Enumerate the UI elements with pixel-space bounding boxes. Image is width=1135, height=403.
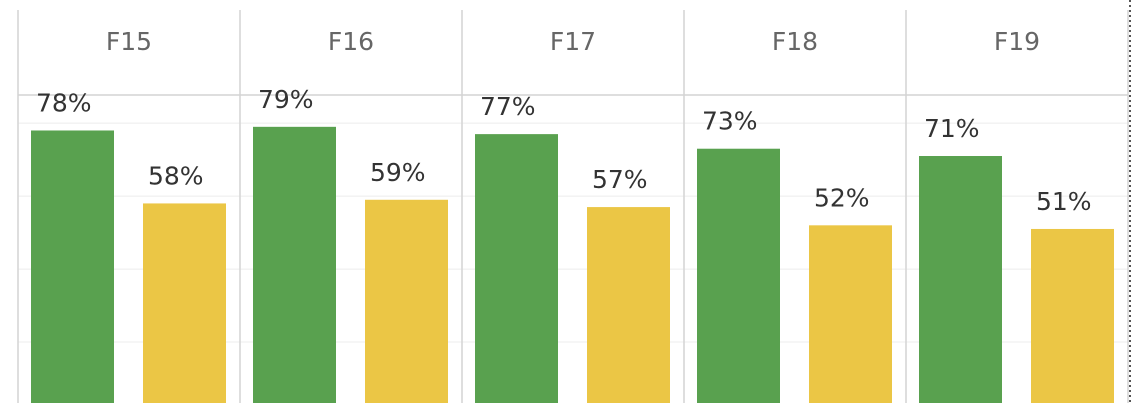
bar: [475, 134, 558, 403]
column-header: F17: [550, 27, 596, 56]
bar: [1031, 228, 1114, 403]
data-label: 73%: [702, 107, 758, 136]
bar: [365, 199, 448, 403]
data-label: 51%: [1036, 187, 1092, 216]
data-label: 52%: [814, 183, 870, 212]
bar: [31, 130, 114, 403]
bar: [253, 126, 336, 403]
bar: [143, 203, 226, 403]
data-label: 59%: [370, 158, 426, 187]
bar: [919, 156, 1002, 403]
data-label: 79%: [258, 85, 314, 114]
column-header: F19: [994, 27, 1040, 56]
bar: [587, 207, 670, 403]
column-header: F16: [328, 27, 374, 56]
data-label: 58%: [148, 161, 204, 190]
bar: [809, 225, 892, 403]
bar: [697, 148, 780, 403]
column-header: F18: [772, 27, 818, 56]
data-label: 71%: [924, 114, 980, 143]
data-label: 77%: [480, 92, 536, 121]
data-label: 57%: [592, 165, 648, 194]
column-header: F15: [106, 27, 152, 56]
data-label: 78%: [36, 88, 92, 117]
